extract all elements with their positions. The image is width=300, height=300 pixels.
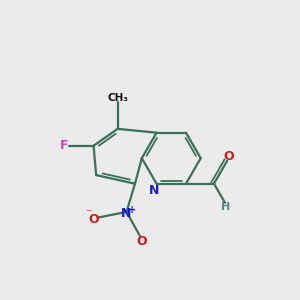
Text: O: O [224, 150, 234, 163]
Text: H: H [221, 202, 230, 212]
Text: O: O [88, 213, 99, 226]
Text: O: O [137, 235, 148, 248]
Text: N: N [121, 207, 132, 220]
Text: F: F [60, 139, 68, 152]
Text: ⁻: ⁻ [85, 208, 92, 221]
Text: CH₃: CH₃ [107, 93, 128, 103]
Text: N: N [149, 184, 159, 197]
Text: +: + [128, 205, 136, 215]
